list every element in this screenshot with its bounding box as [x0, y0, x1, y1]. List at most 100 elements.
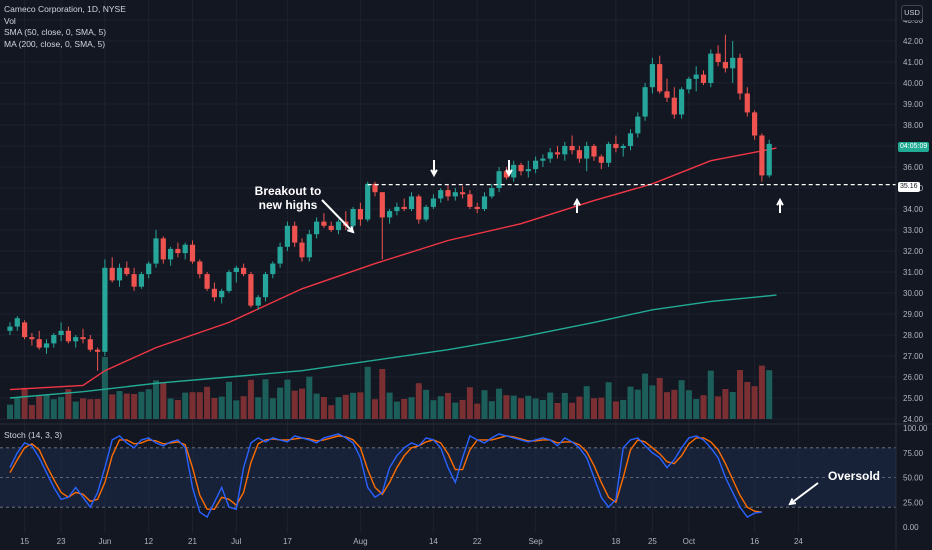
volume-bar [72, 401, 79, 419]
volume-bar [65, 389, 72, 419]
legend-vol: Vol [4, 15, 16, 26]
volume-bar [313, 393, 320, 419]
currency-button[interactable]: USD [901, 5, 923, 21]
volume-bar [240, 396, 247, 419]
candle-body [219, 290, 225, 298]
candle-body [547, 152, 553, 159]
volume-bar [693, 399, 700, 419]
candle-body [357, 209, 363, 220]
candle-body [182, 244, 188, 254]
volume-bar [262, 379, 269, 419]
volume-bar [766, 370, 773, 419]
candle-body [248, 274, 254, 306]
volume-bar [744, 382, 751, 419]
candle-body [606, 143, 612, 163]
candle-body [460, 192, 466, 195]
candle-body [423, 206, 429, 220]
volume-bar [583, 386, 590, 419]
candle-body [620, 146, 626, 149]
candle-body [51, 335, 57, 344]
volume-bar [167, 398, 174, 419]
volume-bar [510, 395, 517, 419]
volume-bar [539, 400, 546, 419]
candle-body [474, 206, 480, 209]
candle-body [321, 221, 327, 226]
candle-body [379, 192, 385, 218]
candle-body [759, 135, 765, 176]
stoch-d-line [9, 435, 762, 513]
candle-body [95, 349, 101, 352]
candle-body [715, 53, 721, 62]
volume-bar [291, 390, 298, 419]
candle-body [43, 343, 50, 348]
candle-body [576, 150, 582, 159]
candle-body [284, 225, 290, 247]
volume-bar [466, 387, 473, 419]
candle-body [722, 62, 728, 69]
volume-bar [364, 366, 371, 419]
x-tick-label: 21 [188, 537, 197, 546]
volume-bar [671, 389, 678, 419]
volume-bar [445, 393, 451, 419]
candle-body [372, 183, 378, 193]
volume-bar [481, 390, 488, 419]
volume-bar [43, 395, 50, 419]
candle-body [613, 143, 619, 149]
candle-body [766, 143, 772, 176]
volume-bar [342, 394, 349, 419]
volume-bar [350, 392, 357, 419]
candle-body [241, 267, 247, 275]
volume-bar [700, 395, 707, 419]
candle-body [569, 146, 575, 151]
candle-body [328, 225, 334, 230]
volume-bar [525, 395, 532, 419]
volume-bar [561, 393, 568, 419]
candle-body [365, 183, 371, 220]
volume-bar [182, 392, 189, 419]
volume-bar [320, 397, 327, 419]
y-tick-label: 27.00 [903, 352, 924, 361]
candle-body [314, 221, 320, 235]
arrow-head [776, 197, 784, 206]
arrow-head [788, 498, 797, 506]
volume-bar [518, 398, 524, 419]
candle-body [700, 74, 707, 83]
y-tick-label: 41.00 [903, 58, 924, 67]
y-tick-label: 39.00 [903, 100, 924, 109]
candle-body [189, 244, 196, 262]
volume-bar [547, 392, 554, 419]
volume-bar [423, 389, 430, 419]
candle-body [591, 146, 597, 157]
candle-body [416, 196, 422, 220]
candles [7, 34, 772, 371]
candle-body [175, 248, 181, 254]
volume-bar [335, 397, 342, 419]
volume-bar [153, 380, 159, 419]
volume-bar [87, 399, 94, 419]
candle-body [408, 196, 415, 209]
candle-body [292, 225, 298, 243]
volume-bar [612, 401, 619, 419]
volume-bar [174, 400, 181, 419]
x-tick-label: Oct [683, 537, 696, 546]
candle-body [255, 297, 261, 306]
stochastic-pane [0, 423, 932, 519]
candle-body [168, 248, 174, 260]
volume-bar [14, 397, 21, 419]
volume-bar [627, 386, 634, 419]
y-tick-label: 40.00 [903, 79, 924, 88]
candle-body [445, 190, 451, 197]
volume-bar [452, 402, 459, 419]
volume-bar [204, 386, 211, 419]
candle-body [131, 274, 137, 287]
x-tick-label: Sep [528, 537, 543, 546]
stoch-legend: Stoch (14, 3, 3) [4, 430, 63, 440]
volume-bar [277, 387, 284, 419]
volume-bar [503, 395, 510, 419]
volume-bar [722, 389, 729, 419]
volume-bar [116, 391, 123, 419]
x-tick-label: 12 [144, 537, 153, 546]
volume-bar [379, 369, 386, 419]
candle-body [153, 238, 159, 264]
